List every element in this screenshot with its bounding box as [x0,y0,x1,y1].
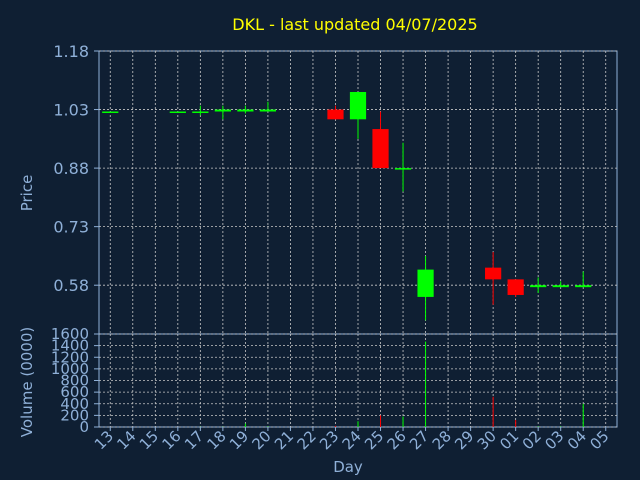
price-grid [99,50,617,334]
x-axis-label: Day [333,458,363,476]
candle-body [237,109,254,112]
candle-body [507,279,524,295]
volume-tick-label: 800 [60,372,89,390]
volume-tick-label: 600 [60,383,89,401]
price-tick-label: 1.03 [53,101,89,120]
price-tick-label: 0.73 [53,218,89,237]
x-tick-label: 05 [586,427,612,453]
candle-body [372,129,389,169]
candle-body [485,267,502,280]
price-tick-label: 0.58 [53,276,89,295]
candle-body [169,111,186,114]
candle-body [552,285,569,288]
price-axis-label: Price [18,175,36,212]
candle-body [417,269,434,297]
candles [102,91,592,321]
candle-body [327,109,344,120]
candle-body [102,111,119,114]
volume-axis-label: Volume (0000) [18,327,36,437]
candle-body [394,168,412,170]
volume-tick-label: 1400 [51,337,89,355]
candle-body [530,285,547,288]
candle-body [575,285,592,288]
volume-tick-label: 0 [79,418,89,436]
candle-body [214,109,231,112]
candle-body [349,91,367,120]
volume-tick-label: 1200 [51,348,89,366]
x-tick-labels: 1314151617181920212223242526272829300102… [91,427,613,453]
price-panel: 1.18 1.03 0.88 0.73 0.58 [53,42,618,335]
volume-tick-label: 1600 [51,325,89,343]
volume-bars [199,341,584,427]
price-tick-label: 1.18 [53,42,89,61]
volume-tick-label: 200 [60,406,89,424]
volume-tick-label: 1000 [51,360,89,378]
volume-grid [99,333,617,428]
price-tick-labels: 1.18 1.03 0.88 0.73 0.58 [53,42,99,295]
candle-body [192,111,209,114]
price-tick-label: 0.88 [53,159,89,178]
candle-body [259,109,277,112]
volume-tick-label: 400 [60,395,89,413]
chart-title: DKL - last updated 04/07/2025 [232,15,477,34]
